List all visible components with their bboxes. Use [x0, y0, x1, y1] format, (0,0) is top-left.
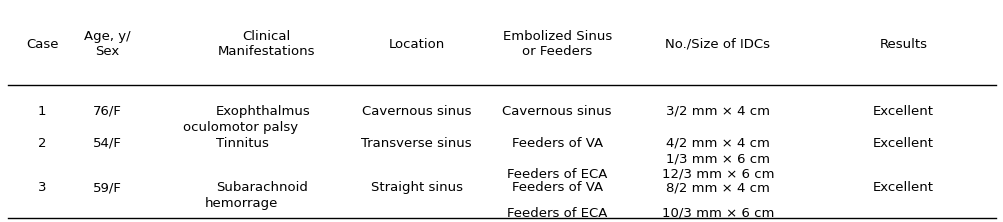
- Text: Subarachnoid: Subarachnoid: [216, 181, 308, 194]
- Text: Feeders of ECA: Feeders of ECA: [507, 168, 607, 181]
- Text: Feeders of VA: Feeders of VA: [512, 181, 602, 194]
- Text: 1: 1: [38, 105, 46, 117]
- Text: 10/3 mm × 6 cm: 10/3 mm × 6 cm: [661, 207, 773, 220]
- Text: Tinnitus: Tinnitus: [216, 137, 269, 150]
- Text: Cavernous sinus: Cavernous sinus: [502, 105, 612, 117]
- Text: Excellent: Excellent: [873, 105, 933, 117]
- Text: No./Size of IDCs: No./Size of IDCs: [665, 38, 769, 51]
- Text: Feeders of VA: Feeders of VA: [512, 137, 602, 150]
- Text: Cavernous sinus: Cavernous sinus: [361, 105, 471, 117]
- Text: 12/3 mm × 6 cm: 12/3 mm × 6 cm: [661, 168, 773, 181]
- Text: Location: Location: [388, 38, 444, 51]
- Text: 8/2 mm × 4 cm: 8/2 mm × 4 cm: [665, 181, 769, 194]
- Text: Transverse sinus: Transverse sinus: [361, 137, 471, 150]
- Text: Case: Case: [26, 38, 58, 51]
- Text: Excellent: Excellent: [873, 181, 933, 194]
- Text: 1/3 mm × 6 cm: 1/3 mm × 6 cm: [665, 152, 769, 165]
- Text: Results: Results: [879, 38, 927, 51]
- Text: Exophthalmus: Exophthalmus: [216, 105, 310, 117]
- Text: 3: 3: [38, 181, 46, 194]
- Text: 4/2 mm × 4 cm: 4/2 mm × 4 cm: [665, 137, 769, 150]
- Text: Excellent: Excellent: [873, 137, 933, 150]
- Text: Age, y/
Sex: Age, y/ Sex: [84, 30, 130, 58]
- Text: Embolized Sinus
or Feeders: Embolized Sinus or Feeders: [503, 30, 611, 58]
- Text: Straight sinus: Straight sinus: [370, 181, 462, 194]
- Text: 3/2 mm × 4 cm: 3/2 mm × 4 cm: [665, 105, 769, 117]
- Text: 54/F: 54/F: [93, 137, 121, 150]
- Text: Feeders of ECA: Feeders of ECA: [507, 207, 607, 220]
- Text: hemorrage: hemorrage: [204, 197, 278, 210]
- Text: 76/F: 76/F: [93, 105, 121, 117]
- Text: oculomotor palsy: oculomotor palsy: [184, 121, 298, 134]
- Text: 2: 2: [38, 137, 46, 150]
- Text: Clinical
Manifestations: Clinical Manifestations: [217, 30, 315, 58]
- Text: 59/F: 59/F: [93, 181, 121, 194]
